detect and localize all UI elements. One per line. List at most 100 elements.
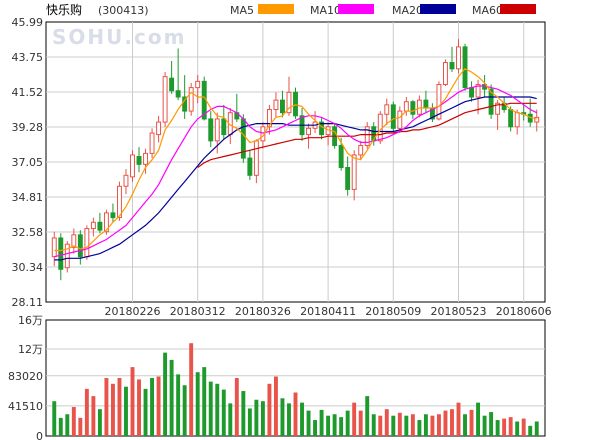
volume-bar — [319, 409, 324, 436]
candle-up — [495, 102, 501, 115]
volume-bar — [202, 367, 207, 436]
volume-bar — [430, 415, 435, 436]
price-tick-label: 37.05 — [12, 156, 44, 169]
date-tick-label: 20180523 — [431, 305, 487, 318]
candle-up — [266, 109, 272, 128]
price-tick-label: 32.58 — [12, 226, 44, 239]
volume-bar — [300, 402, 304, 436]
volume-bar — [450, 409, 454, 436]
candle-up — [214, 118, 220, 142]
candle-up — [456, 46, 461, 70]
volume-bar — [267, 383, 272, 436]
volume-bar — [65, 414, 70, 436]
price-tick-label: 39.28 — [12, 121, 44, 134]
candle-down — [221, 118, 227, 136]
candle-down — [110, 212, 116, 219]
volume-bar — [417, 420, 422, 436]
volume-bar — [378, 415, 383, 436]
candle-down — [423, 99, 429, 109]
candle-up — [286, 91, 292, 114]
volume-bar — [410, 414, 415, 436]
volume-bar — [228, 403, 233, 436]
candle-down — [508, 109, 514, 128]
volume-bar — [489, 412, 494, 436]
candle-up — [195, 80, 201, 89]
volume-bar — [124, 386, 128, 436]
volume-bar — [150, 378, 155, 436]
candle-up — [71, 234, 77, 248]
volume-bar — [91, 396, 96, 436]
candle-up — [358, 145, 364, 156]
candle-up — [64, 243, 70, 269]
volume-bar — [423, 414, 428, 436]
candle-up — [117, 185, 122, 219]
candle-down — [293, 91, 298, 117]
volume-bar — [260, 401, 265, 436]
date-axis: 20180226 20180312 20180326 20180411 20180509… — [105, 305, 552, 318]
volume-bar — [84, 388, 89, 436]
legend-swatch — [420, 4, 456, 14]
volume-bar — [130, 367, 135, 436]
candle-down — [247, 157, 253, 176]
candle-down — [488, 88, 494, 115]
candle-down — [338, 145, 344, 168]
volume-tick-label: 16万 — [18, 314, 43, 327]
price-tick-label: 43.75 — [12, 51, 44, 64]
candle-up — [534, 116, 540, 123]
candle-up — [90, 221, 96, 230]
candle-down — [410, 101, 416, 115]
volume-tick-label: 83020 — [8, 370, 43, 383]
volume-bar — [482, 415, 487, 436]
volume-bar — [456, 402, 461, 436]
volume-bar — [71, 407, 76, 436]
candle-down — [182, 96, 188, 112]
volume-bar — [234, 378, 239, 436]
candle-up — [436, 83, 442, 120]
ma5-line — [54, 68, 537, 252]
volume-bar — [436, 414, 441, 436]
date-tick-label: 20180509 — [365, 305, 421, 318]
volume-bar — [534, 421, 539, 436]
volume-bar — [208, 381, 213, 436]
candle-up — [156, 121, 162, 136]
volume-bar — [463, 414, 467, 436]
candle-up — [84, 228, 90, 258]
volume-bar — [528, 425, 533, 436]
legend-swatch — [338, 4, 374, 14]
legend-swatch — [258, 4, 294, 14]
legend-label: MA10 — [310, 4, 341, 17]
volume-bar — [189, 343, 194, 436]
volume-bar — [195, 372, 200, 436]
candle-up — [397, 110, 403, 129]
volume-bar — [397, 412, 402, 436]
volume-bar — [215, 383, 220, 436]
volume-bar — [221, 389, 226, 436]
price-tick-label: 45.99 — [12, 16, 44, 29]
volume-bar — [241, 391, 246, 436]
candle-up — [384, 104, 390, 115]
candle-up — [188, 87, 194, 112]
volume-bar — [143, 388, 148, 436]
price-tick-label: 34.81 — [12, 191, 44, 204]
candle-down — [462, 46, 468, 89]
volume-bar — [156, 376, 161, 436]
volume-bar — [443, 410, 448, 436]
candle-up — [416, 99, 422, 115]
volume-bar — [52, 401, 57, 436]
price-tick-label: 41.52 — [12, 86, 44, 99]
volume-bar — [169, 359, 174, 436]
candle-up — [403, 101, 409, 112]
candle-up — [514, 112, 520, 128]
volume-bar — [287, 403, 291, 436]
candle-down — [280, 99, 285, 114]
candle-down — [169, 77, 175, 92]
candle-down — [469, 87, 474, 98]
ma20-line — [54, 96, 537, 261]
volume-bar — [521, 418, 526, 436]
price-axis: 45.99 43.75 41.52 39.28 37.05 34.81 32.58 30.34… — [12, 16, 44, 309]
candle-down — [97, 221, 103, 231]
volume-bar — [495, 420, 500, 436]
volume-bar — [384, 409, 389, 436]
volume-bar — [502, 418, 507, 436]
